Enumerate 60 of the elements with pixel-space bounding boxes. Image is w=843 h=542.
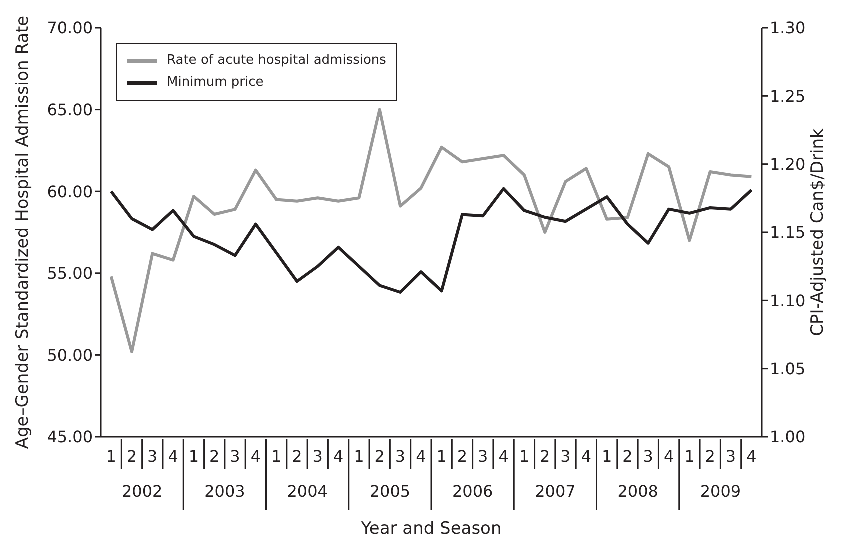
y2-tick-label: 1.05 [770, 360, 806, 379]
text: 2008 [618, 482, 658, 501]
y-tick-label: 45.00 [47, 428, 93, 447]
x-tick-label: 3 [560, 447, 571, 466]
y2-tick-label: 1.00 [770, 428, 806, 447]
x-axis-title: Year and Season [360, 519, 502, 539]
y-axis-title: Age–Gender Standardized Hospital Admission Rate [13, 16, 34, 450]
legend-label: Minimum price [167, 74, 264, 92]
text: 2004 [287, 482, 328, 501]
legend-label: Rate of acute hospital admissions [167, 52, 386, 70]
y2-tick-label: 1.15 [770, 223, 806, 242]
x-tick-label: 2 [374, 447, 385, 466]
x-tick-label: 4 [581, 447, 592, 466]
x-tick-label: 1 [271, 447, 282, 466]
x-tick-label: 3 [643, 447, 654, 466]
x-tick-label: 1 [354, 447, 364, 466]
x-tick-label: 3 [395, 447, 406, 466]
x-tick-label: 2 [622, 447, 633, 466]
x-tick-label: 2 [457, 447, 468, 466]
x-tick-label: 3 [148, 447, 158, 466]
y2-tick-label: 1.10 [770, 291, 806, 310]
x-tick-label: 4 [664, 447, 674, 466]
x-tick-label: 4 [250, 447, 262, 466]
x-tick-label: 2 [292, 447, 302, 466]
y-tick-label: 65.00 [47, 100, 93, 120]
y2-tick-label: 1.30 [770, 18, 806, 38]
x-tick-label: 2 [540, 447, 550, 466]
x-tick-label: 1 [684, 447, 695, 466]
y2-tick-label: 1.20 [770, 155, 806, 174]
x-tick-label: 1 [106, 447, 116, 466]
y-tick-label: 70.00 [47, 18, 93, 38]
x-tick-label: 3 [312, 447, 323, 466]
x-tick-label: 4 [746, 447, 757, 466]
x-tick-label: 3 [478, 447, 488, 466]
x-tick-label: 4 [416, 447, 426, 466]
text: 2002 [122, 482, 163, 501]
x-tick-label: 1 [188, 447, 200, 466]
x-tick-label: 2 [705, 447, 716, 466]
text: 2009 [700, 482, 742, 501]
y-tick-label: 55.00 [47, 264, 93, 284]
x-tick-label: 4 [498, 447, 509, 466]
x-tick-label: 2 [126, 447, 138, 466]
line-series [110, 187, 754, 294]
x-tick-label: 1 [519, 447, 530, 466]
y2-tick-label: 1.25 [770, 86, 806, 106]
x-tick-label: 3 [726, 447, 736, 466]
x-tick-label: 4 [333, 447, 344, 466]
x-tick-label: 3 [230, 447, 240, 466]
text: 2006 [452, 482, 494, 501]
text: 2003 [204, 482, 246, 501]
text: 2005 [370, 482, 411, 501]
y-tick-label: 60.00 [47, 182, 93, 202]
y2-axis-title: CPI-Adjusted Can$/Drink [808, 128, 828, 336]
x-tick-label: 2 [210, 447, 220, 466]
x-tick-label: 4 [168, 447, 178, 466]
y-tick-label: 50.00 [47, 346, 93, 365]
line-series [110, 108, 754, 354]
x-tick-label: 1 [436, 447, 447, 466]
x-tick-label: 1 [602, 447, 612, 466]
text: 2007 [535, 482, 576, 501]
